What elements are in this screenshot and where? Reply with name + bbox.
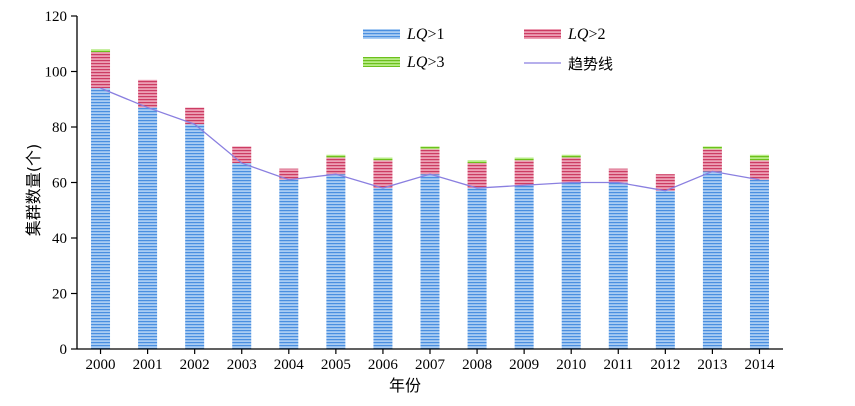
bar-segment-2013-s3: [702, 146, 722, 150]
bar-segment-2010-s3: [561, 154, 581, 158]
x-tick-label: 2010: [556, 357, 586, 373]
y-tick-label: 100: [45, 65, 68, 81]
bar-segment-2001-s2: [138, 79, 158, 108]
bar-segment-2001-s1: [138, 107, 158, 349]
y-tick-label: 20: [52, 287, 67, 303]
bar-segment-2013-s1: [702, 171, 722, 349]
trend-line: [100, 87, 760, 192]
bar-segment-2007-s1: [420, 174, 440, 349]
bar-segment-2007-s2: [420, 149, 440, 175]
y-tick-label: 80: [52, 120, 67, 136]
bar-segment-2009-s1: [514, 185, 534, 349]
legend-swatch-s2: [524, 29, 561, 39]
bar-segment-2006-s2: [373, 160, 393, 189]
x-tick-label: 2006: [368, 357, 399, 373]
bar-segment-2008-s1: [467, 188, 487, 349]
bar-segment-2000-s3: [91, 49, 111, 53]
legend-swatch-s1: [363, 29, 400, 39]
bar-segment-2003-s2: [232, 146, 252, 164]
x-tick-label: 2004: [274, 357, 305, 373]
x-ticks: 2000 2001 2002 2003 2004 2005 2006 2007 2008 2009…: [86, 349, 775, 373]
legend-label-s2: LQ>2: [567, 26, 605, 43]
y-tick-label: 120: [45, 9, 68, 25]
bar-segment-2008-s2: [467, 163, 487, 189]
bar-segment-2002-s2: [185, 107, 205, 125]
bar-segment-2005-s1: [326, 174, 346, 349]
x-tick-label: 2001: [133, 357, 163, 373]
x-tick-label: 2009: [509, 357, 539, 373]
bar-segment-2008-s3: [467, 160, 487, 164]
bar-segment-2009-s2: [514, 160, 534, 186]
bar-segment-2004-s2: [279, 168, 299, 180]
legend-label-trend: 趋势线: [568, 55, 613, 73]
x-axis-title: 年份: [389, 376, 421, 395]
x-tick-label: 2000: [86, 357, 116, 373]
x-tick-label: 2005: [321, 357, 351, 373]
bar-segment-2010-s2: [561, 157, 581, 183]
bar-segment-2000-s1: [91, 88, 111, 350]
bar-segment-2013-s2: [702, 149, 722, 172]
y-tick-label: 60: [52, 176, 67, 192]
x-tick-label: 2003: [227, 357, 257, 373]
trend-layer: [100, 87, 760, 192]
bar-segment-2003-s1: [232, 163, 252, 349]
legend-label-s1: LQ>1: [406, 26, 444, 43]
bar-segment-2010-s1: [561, 182, 581, 349]
bar-segment-2009-s3: [514, 157, 534, 161]
x-tick-label: 2014: [744, 357, 775, 373]
bar-segment-2000-s2: [91, 52, 111, 89]
bar-segment-2006-s1: [373, 188, 393, 349]
x-tick-label: 2008: [462, 357, 492, 373]
bar-segment-2002-s1: [185, 124, 205, 349]
x-tick-label: 2007: [415, 357, 446, 373]
bar-segment-2014-s2: [749, 160, 769, 180]
bar-segment-2005-s2: [326, 157, 346, 175]
bar-segment-2006-s3: [373, 157, 393, 161]
legend-swatch-s3: [363, 57, 400, 67]
bar-segment-2011-s2: [608, 168, 628, 183]
x-tick-label: 2013: [697, 357, 727, 373]
y-ticks: 0 20 40 60 80 100 120: [45, 9, 77, 358]
bar-segment-2004-s1: [279, 179, 299, 349]
bar-segment-2007-s3: [420, 146, 440, 150]
y-tick-label: 0: [60, 342, 68, 358]
x-tick-label: 2002: [180, 357, 210, 373]
bar-segment-2005-s3: [326, 154, 346, 158]
bars-layer: [91, 49, 769, 350]
bar-segment-2012-s2: [655, 174, 675, 191]
bar-segment-2014-s3: [749, 154, 769, 161]
bar-segment-2014-s1: [749, 179, 769, 349]
bar-segment-2012-s1: [655, 190, 675, 349]
legend: LQ>1 LQ>2 LQ>3 趋势线: [363, 26, 613, 73]
legend-label-s3: LQ>3: [406, 54, 444, 71]
y-tick-label: 40: [52, 231, 67, 247]
bar-segment-2011-s1: [608, 182, 628, 349]
x-tick-label: 2012: [650, 357, 680, 373]
x-tick-label: 2011: [604, 357, 633, 373]
y-axis-title: 集群数量(个): [24, 144, 43, 237]
